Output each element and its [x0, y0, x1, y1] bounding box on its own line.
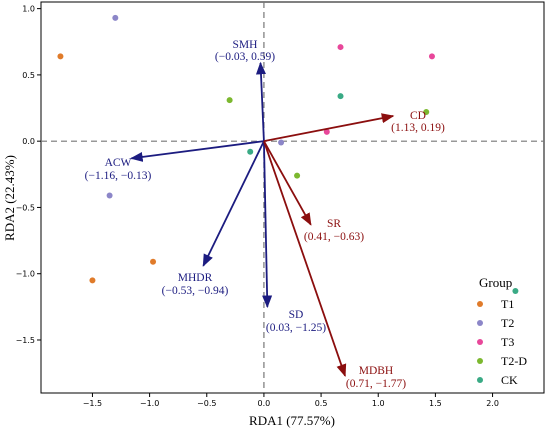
legend-label-t1: T1 — [501, 297, 514, 311]
y-axis-ticks: −1.5 −1.0 −0.5 0.0 0.5 1.0 — [16, 5, 41, 345]
environmental-vectors — [130, 61, 395, 377]
y-tick-label: −1.5 — [16, 336, 35, 345]
y-axis-title: RDA2 (22.43%) — [2, 155, 17, 241]
point-ck — [512, 287, 519, 294]
legend-marker-ck — [477, 377, 483, 383]
point-t3 — [337, 44, 344, 51]
vector-coords-cd: (1.13, 0.19) — [391, 122, 445, 134]
vector-label-mdbh: MDBH — [359, 365, 394, 377]
legend: Group T1 T2 T3 T2-D CK — [477, 275, 527, 387]
point-t3 — [323, 128, 330, 135]
vector-smh — [255, 61, 267, 142]
vector-coords-mdbh: (0.71, −1.77) — [346, 378, 406, 390]
legend-marker-t3 — [477, 339, 483, 345]
y-tick-label: −0.5 — [16, 203, 35, 212]
x-tick-label: 2.0 — [486, 399, 499, 408]
x-tick-label: 0.5 — [315, 399, 328, 408]
vector-mdbh — [263, 140, 347, 377]
y-tick-label: 1.0 — [22, 5, 35, 14]
vector-coords-sr: (0.41, −0.63) — [304, 231, 364, 243]
vector-label-sd: SD — [289, 309, 304, 321]
vector-labels: SMH(−0.03, 0.59) CD(1.13, 0.19) ACW(−1.16,… — [85, 39, 445, 390]
vector-mhdr — [202, 140, 265, 267]
vector-cd — [263, 113, 395, 143]
point-t2-d — [423, 109, 430, 116]
y-tick-label: −1.0 — [16, 270, 35, 279]
vector-sd — [262, 141, 273, 309]
y-tick-label: 0.0 — [22, 137, 35, 146]
point-t2-d — [294, 172, 301, 179]
point-t3 — [428, 53, 435, 60]
vector-coords-smh: (−0.03, 0.59) — [215, 51, 275, 63]
vector-label-acw: ACW — [105, 157, 132, 169]
legend-label-t2: T2 — [501, 316, 514, 330]
point-t2-d — [226, 97, 233, 104]
vector-label-mhdr: MHDR — [178, 272, 213, 284]
x-tick-label: −1.5 — [83, 399, 102, 408]
scatter-points — [57, 14, 519, 294]
vector-coords-acw: (−1.16, −0.13) — [85, 170, 152, 182]
vector-label-smh: SMH — [233, 39, 258, 51]
vector-sr — [263, 140, 312, 226]
x-tick-label: −0.5 — [197, 399, 216, 408]
legend-items: T1 T2 T3 T2-D CK — [477, 297, 527, 387]
legend-label-t2-d: T2-D — [501, 354, 527, 368]
vector-label-cd: CD — [410, 110, 426, 122]
x-tick-label: 0.0 — [258, 399, 271, 408]
point-ck — [247, 148, 254, 155]
vector-label-sr: SR — [327, 218, 341, 230]
y-tick-label: 0.5 — [22, 71, 35, 80]
point-t1 — [57, 53, 64, 60]
legend-label-ck: CK — [501, 373, 518, 387]
point-t1 — [89, 277, 96, 284]
x-axis-ticks: −1.5 −1.0 −0.5 0.0 0.5 1.0 1.5 2.0 — [83, 393, 499, 408]
point-ck — [337, 93, 344, 100]
x-tick-label: 1.0 — [372, 399, 385, 408]
point-t2 — [112, 14, 119, 21]
vector-coords-sd: (0.03, −1.25) — [266, 322, 326, 334]
point-t2 — [278, 139, 285, 146]
vector-coords-mhdr: (−0.53, −0.94) — [162, 285, 229, 297]
x-axis-title: RDA1 (77.57%) — [249, 413, 335, 428]
legend-marker-t2-d — [477, 358, 483, 364]
plot-frame — [40, 1, 545, 394]
legend-title: Group — [479, 275, 512, 290]
point-t1 — [150, 258, 157, 265]
legend-marker-t2 — [477, 320, 483, 326]
point-t2 — [106, 192, 113, 199]
x-tick-label: 1.5 — [429, 399, 442, 408]
vector-acw — [130, 140, 265, 162]
x-tick-label: −1.0 — [140, 399, 159, 408]
legend-marker-t1 — [477, 301, 483, 307]
legend-label-t3: T3 — [501, 335, 514, 349]
